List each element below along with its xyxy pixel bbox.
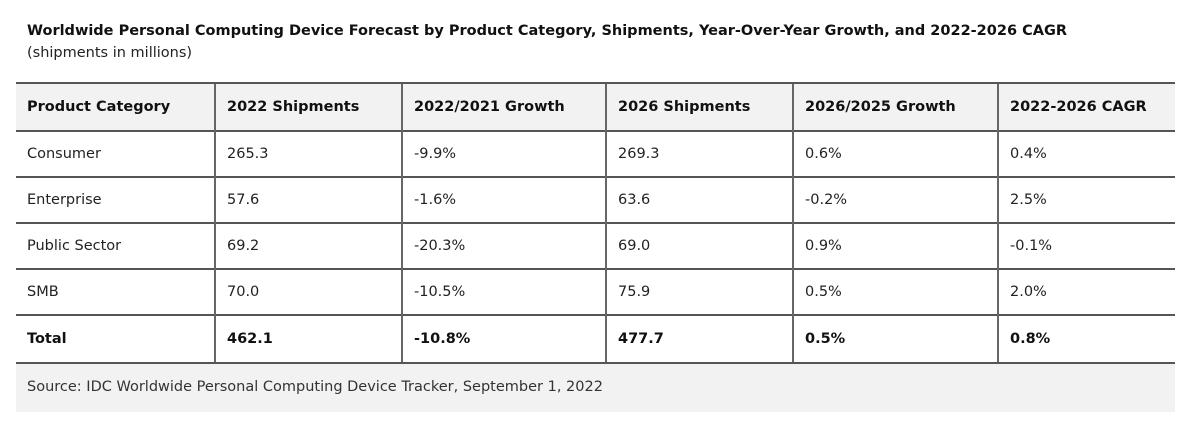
table-cell: 0.4% (997, 130, 1175, 177)
table-cell: 269.3 (605, 130, 793, 177)
column-header: 2022 Shipments (214, 82, 402, 131)
source-note: Source: IDC Worldwide Personal Computing… (16, 364, 1175, 412)
column-header: 2026 Shipments (605, 82, 793, 131)
table-cell: Public Sector (16, 222, 215, 269)
table-cell: -0.2% (792, 176, 998, 223)
forecast-table: Product Category 2022 Shipments 2022/2021 … (16, 82, 1175, 364)
table-cell: Total (16, 314, 215, 364)
table-subtitle: (shipments in millions) (27, 45, 193, 61)
table-row: Public Sector 69.2 -20.3% 69.0 0.9% -0.1% (16, 222, 1175, 269)
table-title: Worldwide Personal Computing Device Fore… (27, 23, 1068, 39)
table-cell: SMB (16, 268, 215, 315)
total-row: Total 462.1 -10.8% 477.7 0.5% 0.8% (16, 314, 1175, 364)
table-cell: 0.8% (997, 314, 1175, 364)
table-cell: 0.6% (792, 130, 998, 177)
table-cell: 2.0% (997, 268, 1175, 315)
table-cell: -9.9% (401, 130, 606, 177)
table-cell: 0.5% (792, 314, 998, 364)
table-cell: Enterprise (16, 176, 215, 223)
table-cell: Consumer (16, 130, 215, 177)
table-cell: 69.0 (605, 222, 793, 269)
table-cell: 75.9 (605, 268, 793, 315)
table-row: Consumer 265.3 -9.9% 269.3 0.6% 0.4% (16, 130, 1175, 177)
table-caption: Worldwide Personal Computing Device Fore… (16, 8, 1175, 82)
table-cell: -20.3% (401, 222, 606, 269)
table-row: SMB 70.0 -10.5% 75.9 0.5% 2.0% (16, 268, 1175, 315)
table-cell: -1.6% (401, 176, 606, 223)
table-cell: 69.2 (214, 222, 402, 269)
table-cell: 0.5% (792, 268, 998, 315)
table-cell: 70.0 (214, 268, 402, 315)
table-row: Enterprise 57.6 -1.6% 63.6 -0.2% 2.5% (16, 176, 1175, 223)
column-header: 2026/2025 Growth (792, 82, 998, 131)
forecast-table-container: Worldwide Personal Computing Device Fore… (16, 8, 1175, 412)
table-cell: 0.9% (792, 222, 998, 269)
column-header: Product Category (16, 82, 215, 131)
table-cell: 63.6 (605, 176, 793, 223)
table-cell: -0.1% (997, 222, 1175, 269)
column-header: 2022/2021 Growth (401, 82, 606, 131)
table-cell: 57.6 (214, 176, 402, 223)
table-cell: 2.5% (997, 176, 1175, 223)
header-row: Product Category 2022 Shipments 2022/2021 … (16, 82, 1175, 131)
table-cell: -10.8% (401, 314, 606, 364)
table-cell: 265.3 (214, 130, 402, 177)
table-cell: 462.1 (214, 314, 402, 364)
table-cell: 477.7 (605, 314, 793, 364)
table-cell: -10.5% (401, 268, 606, 315)
column-header: 2022-2026 CAGR (997, 82, 1175, 131)
